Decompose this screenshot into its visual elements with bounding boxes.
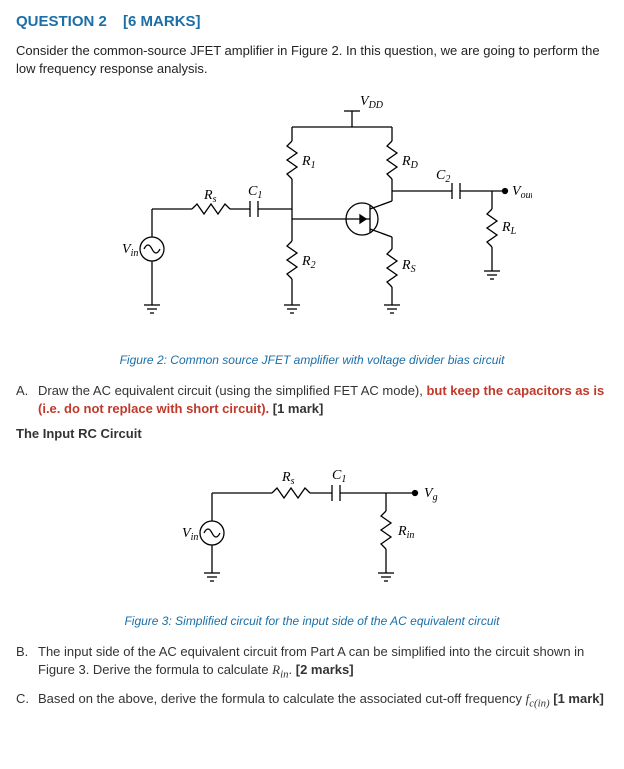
part-b: B. The input side of the AC equivalent c… <box>16 643 608 682</box>
part-a-marks: [1 mark] <box>269 401 323 416</box>
figure-3-caption: Figure 3: Simplified circuit for the inp… <box>16 613 608 629</box>
question-number: QUESTION 2 <box>16 13 107 30</box>
part-c-text1: Based on the above, derive the formula t… <box>38 691 526 706</box>
circuit-main-svg: VDD R1 RD C2 Vout RL Rs C1 Vin R2 RS <box>92 91 532 341</box>
svg-text:Rs: Rs <box>281 470 295 487</box>
part-b-text2: . <box>289 662 296 677</box>
svg-text:Rs: Rs <box>203 188 217 205</box>
svg-text:RS: RS <box>401 258 416 275</box>
part-a-text: Draw the AC equivalent circuit (using th… <box>38 383 426 398</box>
circuit-input-svg: Rs C1 Vg Rin Vin <box>142 453 482 603</box>
svg-text:R1: R1 <box>301 154 316 171</box>
question-header: QUESTION 2 [6 MARKS] <box>16 12 608 32</box>
svg-text:Vg: Vg <box>424 486 438 503</box>
svg-text:Vin: Vin <box>122 242 138 259</box>
part-a-letter: A. <box>16 382 28 400</box>
part-a: A. Draw the AC equivalent circuit (using… <box>16 382 608 417</box>
part-b-marks: [2 marks] <box>296 662 354 677</box>
input-rc-subhead: The Input RC Circuit <box>16 425 608 443</box>
svg-text:Vin: Vin <box>182 526 198 543</box>
svg-text:Vout: Vout <box>512 184 532 201</box>
figure-2-caption: Figure 2: Common source JFET amplifier w… <box>16 352 608 368</box>
svg-text:C1: C1 <box>248 184 262 201</box>
parts-list-2: B. The input side of the AC equivalent c… <box>16 643 608 711</box>
figure-3: Rs C1 Vg Rin Vin <box>16 453 608 608</box>
svg-text:R2: R2 <box>301 254 316 271</box>
svg-text:Rin: Rin <box>397 524 414 541</box>
svg-text:C1: C1 <box>332 468 346 485</box>
svg-text:VDD: VDD <box>360 94 384 111</box>
parts-list: A. Draw the AC equivalent circuit (using… <box>16 382 608 417</box>
question-marks: [6 MARKS] <box>123 13 201 30</box>
svg-text:C2: C2 <box>436 168 450 185</box>
part-c: C. Based on the above, derive the formul… <box>16 690 608 711</box>
part-c-letter: C. <box>16 690 29 708</box>
part-c-marks: [1 mark] <box>550 691 604 706</box>
figure-2: VDD R1 RD C2 Vout RL Rs C1 Vin R2 RS <box>16 91 608 346</box>
part-b-symbol: Rin <box>272 662 288 677</box>
question-intro: Consider the common-source JFET amplifie… <box>16 42 608 77</box>
part-b-letter: B. <box>16 643 28 661</box>
part-c-symbol: fc(in) <box>526 691 550 706</box>
svg-text:RL: RL <box>501 220 517 237</box>
svg-text:RD: RD <box>401 154 419 171</box>
